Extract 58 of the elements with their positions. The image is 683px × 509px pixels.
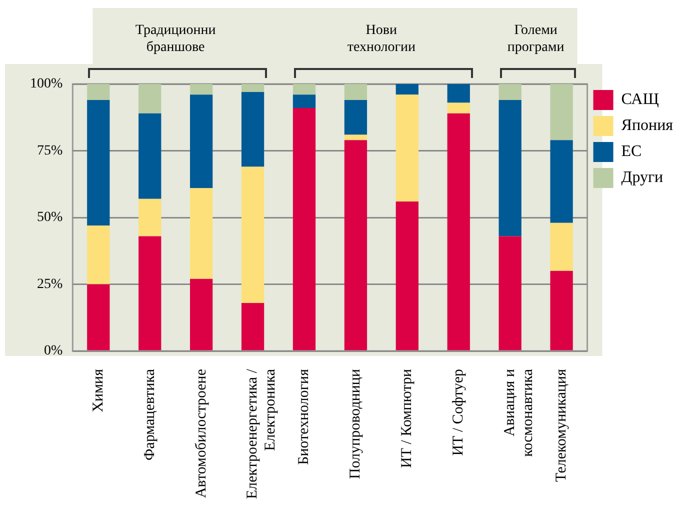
bar (87, 100, 110, 226)
bar (87, 226, 110, 284)
y-tick-label: 25% (36, 276, 63, 292)
bar (241, 92, 264, 167)
bar (447, 113, 470, 350)
bar (447, 84, 470, 103)
bar (344, 100, 368, 135)
bar (498, 84, 522, 100)
y-tick-label: 100% (30, 76, 63, 92)
bar (87, 284, 110, 350)
bar (447, 102, 470, 114)
bar (498, 236, 522, 350)
bar (344, 134, 368, 140)
bar (396, 201, 418, 350)
bar (344, 84, 368, 100)
x-tick-label: ИТ / Софтуер (450, 369, 467, 456)
text: Големи програми (507, 22, 564, 56)
bar (292, 94, 316, 108)
bar (550, 270, 573, 350)
y-tick-label: 0% (44, 344, 63, 359)
bar (241, 166, 264, 303)
y-tick-label: 75% (36, 143, 63, 158)
legend-label: САЩ (621, 91, 659, 108)
bar (138, 236, 162, 350)
bar (138, 84, 162, 114)
x-tick-label: Телекомуникация (553, 368, 570, 482)
bar (190, 84, 213, 95)
x-tick-label: Биотехнология (296, 368, 312, 465)
bar (138, 198, 162, 236)
bar (396, 94, 418, 202)
bar (138, 113, 162, 199)
text: Традиционни браншове (135, 22, 216, 56)
x-tick-label: Фармацевтика (142, 368, 158, 461)
x-tick-label: Автомобилостроене (193, 368, 210, 498)
bar (550, 140, 573, 223)
x-tick-label: ИТ / Компютри (399, 369, 416, 468)
x-tick-label: Полупроводници (348, 369, 364, 479)
bar (241, 84, 264, 92)
y-tick-label: 50% (36, 210, 63, 226)
x-tick-label: Авиация и космонавтика (502, 368, 536, 457)
bar (498, 100, 522, 236)
bar (344, 140, 368, 350)
legend-label: ЕС (621, 143, 642, 160)
text: Нови технологии (347, 22, 416, 56)
bar (87, 84, 110, 100)
bar (396, 84, 418, 95)
bar (550, 222, 573, 271)
bar (292, 108, 316, 350)
legend-label: Други (621, 169, 664, 186)
bar (190, 94, 213, 188)
bar (292, 84, 316, 95)
bar (241, 302, 264, 350)
x-tick-label: Химия (90, 368, 106, 412)
bar (190, 278, 213, 350)
bar (550, 84, 573, 140)
x-tick-label: Електроенергетика / Електроника (244, 368, 279, 500)
legend-label: Япония (621, 117, 674, 134)
bar (190, 188, 213, 279)
